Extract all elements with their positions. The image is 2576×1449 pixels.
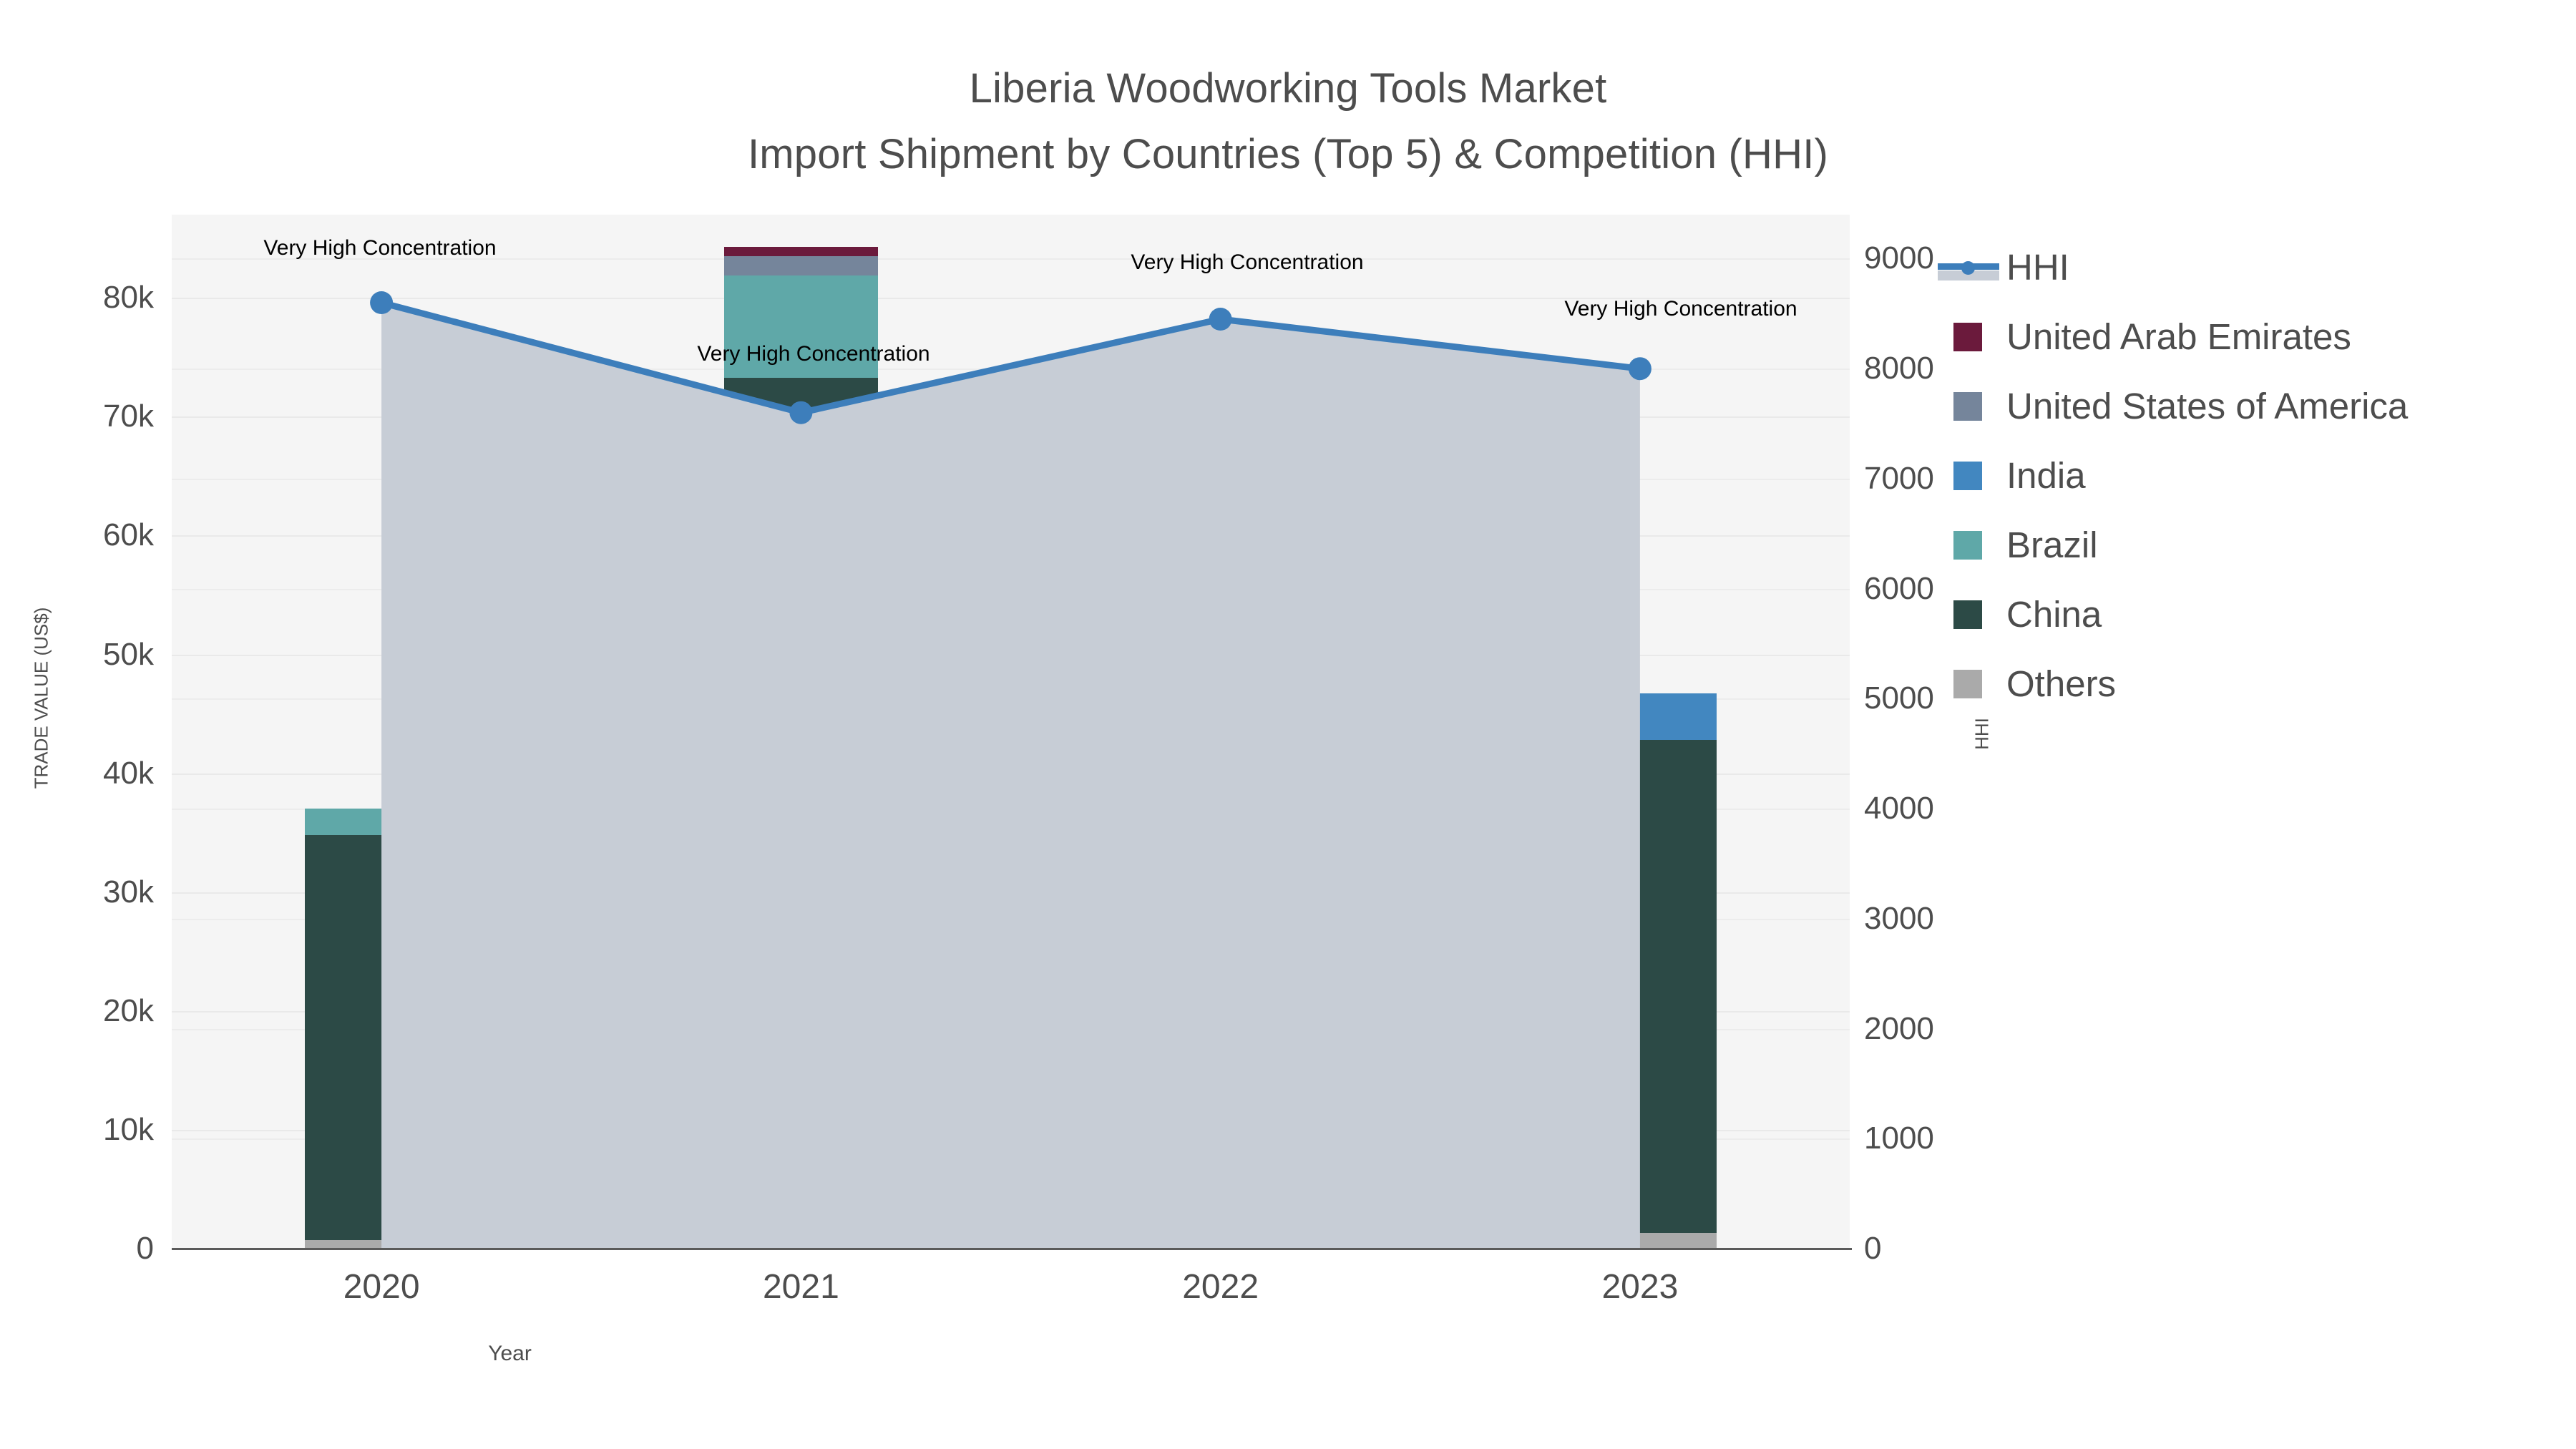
legend-label: China bbox=[2006, 594, 2102, 635]
y-tick-right-3000: 3000 bbox=[1864, 900, 1934, 936]
y-tick-right-5000: 5000 bbox=[1864, 680, 1934, 716]
legend-item-united-arab-emirates[interactable]: United Arab Emirates bbox=[1953, 302, 2555, 371]
legend-item-brazil[interactable]: Brazil bbox=[1953, 510, 2555, 580]
y-tick-left-50k: 50k bbox=[103, 636, 154, 672]
y-axis-right-ticks: 0 1000 2000 3000 4000 5000 6000 7000 8000 9000 bbox=[1864, 0, 2050, 1449]
y-tick-left-80k: 80k bbox=[103, 280, 154, 316]
annotation-concentration-2022: Very High Concentration bbox=[1131, 250, 1364, 274]
x-tick-2023: 2023 bbox=[1601, 1268, 1679, 1306]
y-tick-left-30k: 30k bbox=[103, 874, 154, 909]
legend-item-others[interactable]: Others bbox=[1953, 649, 2555, 718]
chart-title-line-2: Import Shipment by Countries (Top 5) & C… bbox=[747, 131, 1829, 177]
y-tick-right-9000: 9000 bbox=[1864, 240, 1934, 276]
y-tick-right-1000: 1000 bbox=[1864, 1121, 1934, 1156]
y-tick-left-10k: 10k bbox=[103, 1111, 154, 1147]
y-tick-left-20k: 20k bbox=[103, 992, 154, 1028]
hhi-polyline bbox=[378, 299, 1644, 416]
y-tick-right-4000: 4000 bbox=[1864, 791, 1934, 826]
gridline-right bbox=[172, 258, 1850, 260]
chart-title: Liberia Woodworking Tools Market Import … bbox=[0, 56, 2576, 187]
bar-segment-brazil[interactable] bbox=[723, 275, 878, 378]
y-tick-left-70k: 70k bbox=[103, 399, 154, 434]
bar-segment-united-arab-emirates[interactable] bbox=[723, 246, 878, 257]
y-tick-right-8000: 8000 bbox=[1864, 351, 1934, 386]
y-tick-right-2000: 2000 bbox=[1864, 1010, 1934, 1046]
legend-item-united-states-of-america[interactable]: United States of America bbox=[1953, 371, 2555, 441]
x-tick-2020: 2020 bbox=[343, 1268, 420, 1306]
legend-item-hhi[interactable]: HHI bbox=[1938, 233, 2555, 302]
hhi-point-2020[interactable] bbox=[370, 291, 394, 314]
legend-swatch-icon bbox=[1953, 391, 1982, 421]
y-tick-left-40k: 40k bbox=[103, 755, 154, 791]
hhi-point-2022[interactable] bbox=[1209, 308, 1232, 331]
legend-label: Brazil bbox=[2006, 525, 2098, 565]
legend-label: India bbox=[2006, 455, 2086, 496]
legend-line-marker-icon bbox=[1938, 253, 1999, 282]
y-tick-right-0: 0 bbox=[1864, 1231, 1882, 1266]
hhi-markers bbox=[370, 291, 1652, 424]
y-tick-left-0: 0 bbox=[136, 1231, 154, 1266]
chart-legend: HHI United Arab Emirates United States of … bbox=[1938, 233, 2555, 718]
legend-label: HHI bbox=[2006, 247, 2069, 288]
x-axis-title: Year bbox=[488, 1342, 532, 1365]
y-axis-left-ticks: 0 10k 20k 30k 40k 50k 60k 70k 80k bbox=[21, 0, 154, 1449]
legend-item-india[interactable]: India bbox=[1953, 441, 2555, 510]
annotation-concentration-2020: Very High Concentration bbox=[263, 236, 497, 260]
annotation-concentration-2023: Very High Concentration bbox=[1564, 297, 1797, 321]
legend-swatch-icon bbox=[1953, 600, 1982, 629]
hhi-point-2021[interactable] bbox=[789, 401, 813, 424]
annotation-concentration-2021: Very High Concentration bbox=[697, 342, 930, 366]
chart-title-line-1: Liberia Woodworking Tools Market bbox=[969, 65, 1607, 112]
legend-item-china[interactable]: China bbox=[1953, 580, 2555, 649]
x-axis-line bbox=[172, 1248, 1852, 1250]
legend-area-band bbox=[1938, 270, 1999, 280]
legend-swatch-icon bbox=[1953, 461, 1982, 490]
hhi-point-2023[interactable] bbox=[1628, 357, 1652, 381]
bar-segment-united-states-of-america[interactable] bbox=[723, 256, 878, 275]
x-tick-2022: 2022 bbox=[1182, 1268, 1259, 1306]
legend-swatch-icon bbox=[1953, 530, 1982, 560]
legend-swatch-icon bbox=[1953, 669, 1982, 698]
legend-label: United States of America bbox=[2006, 386, 2409, 426]
legend-label: United Arab Emirates bbox=[2006, 316, 2351, 357]
legend-swatch-icon bbox=[1953, 322, 1982, 351]
y-axis-left-title: TRADE VALUE (US$) bbox=[30, 607, 52, 789]
y-tick-right-6000: 6000 bbox=[1864, 570, 1934, 606]
y-tick-left-60k: 60k bbox=[103, 517, 154, 553]
x-tick-2021: 2021 bbox=[762, 1268, 839, 1306]
hhi-area-polygon bbox=[381, 303, 1640, 1249]
legend-line-dot bbox=[1961, 260, 1975, 275]
gridline-left bbox=[172, 298, 1850, 300]
y-tick-right-7000: 7000 bbox=[1864, 460, 1934, 496]
legend-label: Others bbox=[2006, 663, 2117, 704]
hhi-line-series bbox=[370, 291, 1652, 1249]
